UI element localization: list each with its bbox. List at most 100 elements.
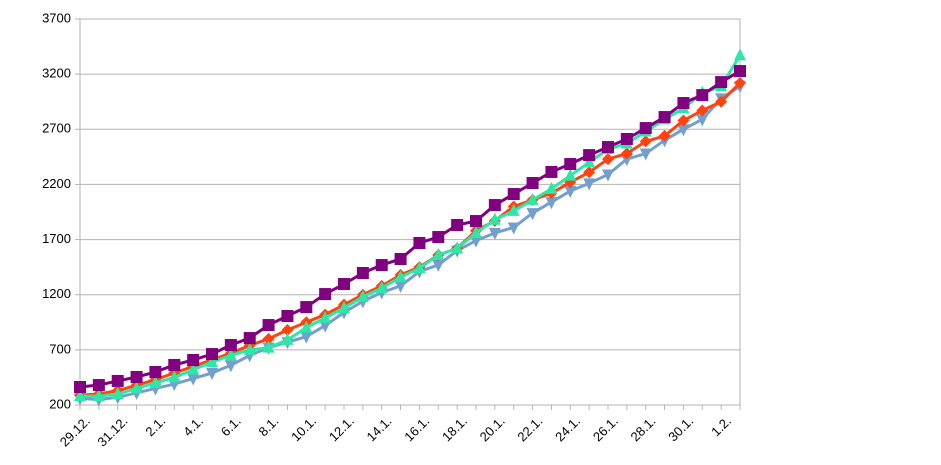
- x-tick-label: 22.1.: [514, 413, 545, 444]
- x-tick-label: 8.1.: [256, 413, 282, 439]
- marker: [545, 181, 558, 194]
- marker: [394, 280, 407, 293]
- y-tick-label: 200: [49, 396, 71, 411]
- x-tick-label: 14.1.: [364, 413, 395, 444]
- x-tick-label: 12.1.: [326, 413, 357, 444]
- marker: [224, 360, 237, 373]
- marker: [715, 76, 728, 89]
- marker: [526, 208, 539, 221]
- marker: [432, 259, 445, 272]
- marker: [413, 236, 426, 249]
- marker: [300, 301, 313, 314]
- marker: [111, 386, 124, 399]
- x-tick-label: 16.1.: [401, 413, 432, 444]
- marker: [677, 124, 690, 137]
- x-tick-label: 1.2.: [708, 413, 734, 439]
- marker: [545, 197, 558, 210]
- marker: [696, 104, 709, 117]
- marker: [243, 332, 256, 345]
- marker: [243, 342, 256, 355]
- marker: [262, 340, 275, 353]
- x-tick-label: 10.1.: [288, 413, 319, 444]
- y-tick-label: 3700: [42, 10, 71, 25]
- marker: [602, 169, 614, 182]
- series-line: [80, 54, 742, 398]
- marker: [130, 381, 143, 394]
- marker: [432, 248, 445, 261]
- x-tick-label: 31.12.: [94, 413, 130, 449]
- marker: [375, 281, 388, 294]
- marker: [92, 389, 105, 402]
- x-tick-label: 30.1.: [665, 413, 696, 444]
- marker: [187, 373, 200, 386]
- marker: [224, 348, 237, 361]
- marker: [300, 331, 313, 344]
- marker: [338, 278, 350, 291]
- marker: [602, 141, 614, 154]
- series-line: [79, 69, 741, 389]
- x-tick-label: 28.1.: [628, 413, 659, 444]
- marker: [620, 154, 633, 167]
- marker: [375, 259, 388, 272]
- y-tick-label: 1700: [42, 231, 71, 246]
- marker: [168, 358, 181, 371]
- marker: [74, 381, 86, 394]
- marker: [92, 379, 105, 392]
- marker: [206, 348, 218, 361]
- marker: [319, 288, 332, 301]
- marker: [658, 129, 671, 142]
- marker: [658, 111, 671, 124]
- marker: [262, 319, 275, 332]
- x-tick-label: 2.1.: [142, 413, 168, 439]
- marker: [300, 320, 313, 333]
- marker: [168, 370, 181, 383]
- marker: [149, 366, 162, 379]
- marker: [488, 199, 501, 212]
- marker: [677, 97, 690, 110]
- marker: [620, 132, 633, 145]
- marker: [583, 178, 596, 191]
- marker: [507, 222, 520, 235]
- x-tick-label: 24.1.: [552, 413, 583, 444]
- marker: [564, 186, 577, 199]
- marker: [696, 114, 709, 127]
- marker: [224, 339, 237, 352]
- marker: [319, 310, 332, 323]
- marker: [620, 147, 633, 160]
- marker: [413, 261, 426, 274]
- marker: [74, 389, 86, 402]
- marker: [564, 158, 577, 171]
- marker: [507, 188, 520, 201]
- marker: [470, 235, 482, 248]
- marker: [639, 148, 652, 161]
- y-tick-label: 3200: [42, 66, 71, 81]
- marker: [281, 324, 294, 337]
- marker: [488, 212, 501, 225]
- marker: [111, 374, 124, 387]
- marker: [451, 241, 464, 254]
- marker: [432, 231, 445, 244]
- marker: [734, 76, 746, 89]
- x-tick-label: 4.1.: [180, 413, 206, 439]
- marker: [319, 320, 332, 333]
- marker: [281, 332, 294, 345]
- marker: [206, 368, 218, 381]
- marker: [507, 203, 520, 216]
- marker: [734, 65, 746, 78]
- marker: [470, 225, 482, 238]
- marker: [639, 122, 652, 135]
- marker: [488, 227, 501, 240]
- marker: [583, 166, 596, 179]
- marker: [639, 135, 652, 148]
- marker: [149, 375, 162, 388]
- marker: [526, 192, 539, 205]
- marker: [130, 370, 143, 383]
- x-tick-label: 6.1.: [218, 413, 244, 439]
- marker: [602, 153, 614, 166]
- marker: [677, 114, 690, 127]
- marker: [206, 354, 218, 367]
- marker: [583, 155, 596, 168]
- y-tick-label: 700: [49, 341, 71, 356]
